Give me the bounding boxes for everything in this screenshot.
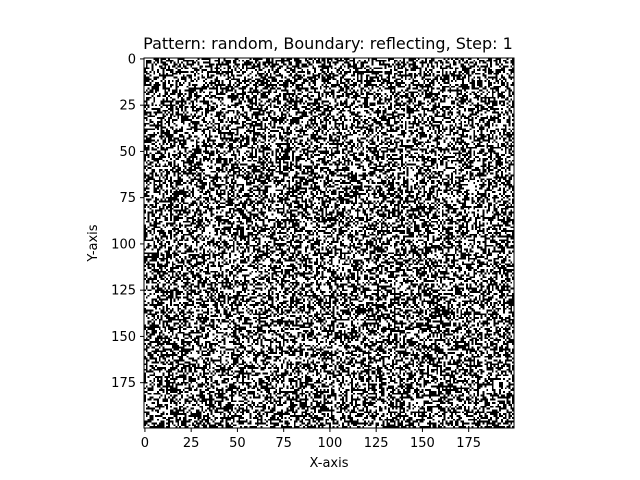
x-tick-label: 125	[364, 436, 389, 451]
y-tick-label: 125	[111, 284, 136, 299]
y-tick-label: 25	[119, 99, 136, 114]
y-axis-label: Y-axis	[86, 224, 101, 262]
chart-title: Pattern: random, Boundary: reflecting, S…	[143, 34, 513, 53]
cell-grid-image	[144, 58, 514, 428]
x-axis-ticks: 0 25 50 75 100 125 150 175	[141, 428, 481, 451]
x-tick-label: 0	[141, 436, 149, 451]
plot-area	[143, 57, 515, 429]
x-tick-label: 50	[229, 436, 246, 451]
axes-frame	[143, 57, 515, 429]
y-tick-label: 0	[128, 52, 136, 67]
y-axis-ticks: 0 25 50 75 100 125 150 175	[111, 52, 144, 391]
x-tick-label: 175	[456, 436, 481, 451]
y-tick-label: 50	[119, 145, 136, 160]
x-axis-label: X-axis	[310, 456, 349, 471]
cell-grid-bitmap	[144, 58, 514, 428]
y-tick-label: 175	[111, 376, 136, 391]
y-tick-label: 150	[111, 330, 136, 345]
x-tick-label: 75	[275, 436, 292, 451]
y-tick-label: 100	[111, 237, 136, 252]
x-tick-label: 100	[318, 436, 343, 451]
y-tick-label: 75	[119, 191, 136, 206]
x-tick-label: 150	[410, 436, 435, 451]
x-tick-label: 25	[183, 436, 200, 451]
